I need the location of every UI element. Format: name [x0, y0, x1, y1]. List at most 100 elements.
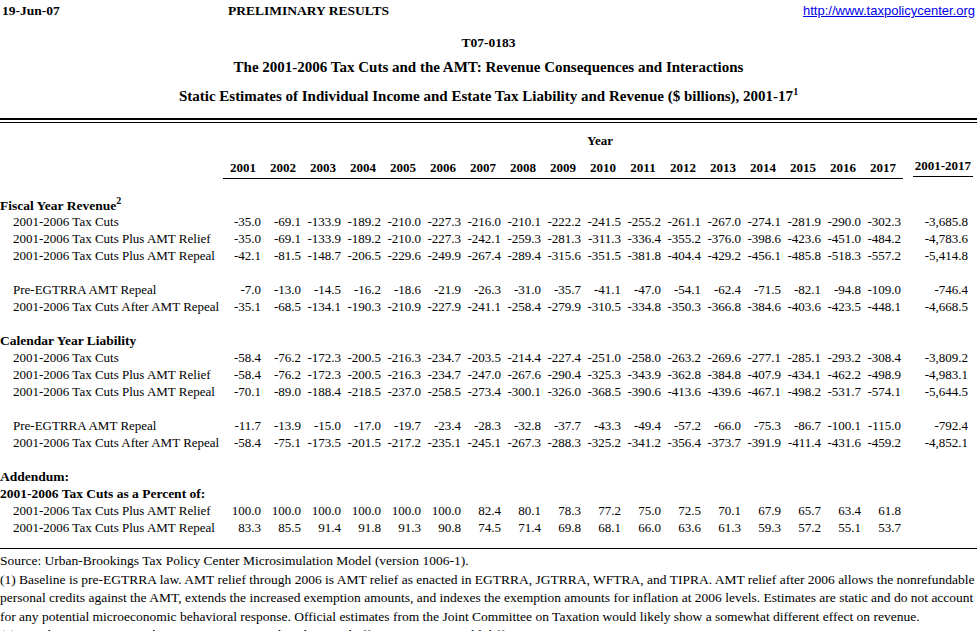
value-cell: -35.1 [223, 298, 263, 315]
value-cell: -259.3 [503, 230, 543, 247]
spacer-cell [0, 400, 977, 417]
value-cell: -206.5 [343, 247, 383, 264]
value-cell: -172.3 [303, 349, 343, 366]
total-cell: -5,644.5 [903, 383, 977, 400]
table-row: 2001-2006 Tax Cuts After AMT Repeal-35.1… [0, 298, 977, 315]
value-cell: -261.1 [663, 213, 703, 230]
section-heading-row: Addendum: [0, 468, 977, 485]
value-cell: -434.1 [783, 366, 823, 383]
row-label: 2001-2006 Tax Cuts [0, 213, 223, 230]
value-cell: -47.0 [623, 281, 663, 298]
value-cell: -242.1 [463, 230, 503, 247]
total-cell [903, 502, 977, 519]
value-cell: -258.0 [623, 349, 663, 366]
table-row: 2001-2006 Tax Cuts Plus AMT Repeal83.385… [0, 519, 977, 536]
year-group-row: Year [0, 123, 977, 149]
table-row: 2001-2006 Tax Cuts After AMT Repeal-58.4… [0, 434, 977, 451]
section-heading: Fiscal Year Revenue2 [0, 195, 977, 214]
value-cell: -267.0 [703, 213, 743, 230]
value-cell: 74.5 [463, 519, 503, 536]
value-cell: -69.1 [263, 230, 303, 247]
value-cell: -35.7 [543, 281, 583, 298]
value-cell: -431.6 [823, 434, 863, 451]
spacer-cell [0, 264, 977, 281]
value-cell: -234.7 [423, 349, 463, 366]
value-cell: -366.8 [703, 298, 743, 315]
year-column-header: 2014 [743, 149, 783, 179]
value-cell: -362.8 [663, 366, 703, 383]
value-cell: -49.4 [623, 417, 663, 434]
value-cell: -391.9 [743, 434, 783, 451]
value-cell: -188.4 [303, 383, 343, 400]
value-cell: -227.9 [423, 298, 463, 315]
value-cell: -273.4 [463, 383, 503, 400]
value-cell: 100.0 [343, 502, 383, 519]
section-heading: Addendum: [0, 468, 977, 485]
spacer-cell [0, 315, 977, 332]
value-cell: 83.3 [223, 519, 263, 536]
value-cell: 71.4 [503, 519, 543, 536]
value-cell: -41.1 [583, 281, 623, 298]
value-cell: 70.1 [703, 502, 743, 519]
document-title: The 2001-2006 Tax Cuts and the AMT: Reve… [0, 58, 977, 76]
value-cell: -69.1 [263, 213, 303, 230]
value-cell: -281.9 [783, 213, 823, 230]
footnote-1: (1) Baseline is pre-EGTRRA law. AMT reli… [0, 571, 977, 627]
document-number: T07-0183 [0, 35, 977, 51]
value-cell: -35.0 [223, 213, 263, 230]
value-cell: -75.1 [263, 434, 303, 451]
year-column-header: 2015 [783, 149, 823, 179]
value-cell: -189.2 [343, 213, 383, 230]
value-cell: -325.2 [583, 434, 623, 451]
value-cell: -189.2 [343, 230, 383, 247]
value-cell: 100.0 [423, 502, 463, 519]
value-cell: 80.1 [503, 502, 543, 519]
value-cell: -23.4 [423, 417, 463, 434]
value-cell: 69.8 [543, 519, 583, 536]
value-cell: -227.3 [423, 213, 463, 230]
value-cell: -26.3 [463, 281, 503, 298]
value-cell: -484.2 [863, 230, 903, 247]
value-cell: 100.0 [383, 502, 423, 519]
value-cell: 57.2 [783, 519, 823, 536]
spacer-row [0, 264, 977, 281]
value-cell: -384.8 [703, 366, 743, 383]
value-cell: 61.3 [703, 519, 743, 536]
value-cell: -18.6 [383, 281, 423, 298]
section-heading-row: Calendar Year Liability [0, 332, 977, 349]
value-cell: -269.6 [703, 349, 743, 366]
value-cell: -518.3 [823, 247, 863, 264]
value-cell: -42.1 [223, 247, 263, 264]
value-cell: -462.2 [823, 366, 863, 383]
year-column-header: 2009 [543, 149, 583, 179]
value-cell: -11.7 [223, 417, 263, 434]
value-cell: -75.3 [743, 417, 783, 434]
row-label: 2001-2006 Tax Cuts Plus AMT Relief [0, 366, 223, 383]
value-cell: 67.9 [743, 502, 783, 519]
empty-corner-cell [0, 123, 223, 149]
value-cell: -413.6 [663, 383, 703, 400]
value-cell: 63.4 [823, 502, 863, 519]
value-cell: -66.0 [703, 417, 743, 434]
value-cell: 91.3 [383, 519, 423, 536]
value-cell: -218.5 [343, 383, 383, 400]
value-cell: 91.4 [303, 519, 343, 536]
value-cell: 100.0 [263, 502, 303, 519]
year-column-header: 2013 [703, 149, 743, 179]
table-row: 2001-2006 Tax Cuts Plus AMT Relief-58.4-… [0, 366, 977, 383]
total-cell: -792.4 [903, 417, 977, 434]
value-cell: -210.1 [503, 213, 543, 230]
value-cell: -203.5 [463, 349, 503, 366]
section-subheading: 2001-2006 Tax Cuts as a Percent of: [0, 485, 977, 502]
value-cell: -15.0 [303, 417, 343, 434]
value-cell: -368.5 [583, 383, 623, 400]
spacer-row [0, 179, 977, 195]
value-cell: -459.2 [863, 434, 903, 451]
value-cell: -336.4 [623, 230, 663, 247]
title-block: T07-0183 The 2001-2006 Tax Cuts and the … [0, 35, 977, 105]
value-cell: -407.9 [743, 366, 783, 383]
empty-label-header [0, 149, 223, 179]
year-column-header: 2006 [423, 149, 463, 179]
taxpolicycenter-link[interactable]: http://www.taxpolicycenter.org [803, 3, 975, 18]
value-cell: -485.8 [783, 247, 823, 264]
